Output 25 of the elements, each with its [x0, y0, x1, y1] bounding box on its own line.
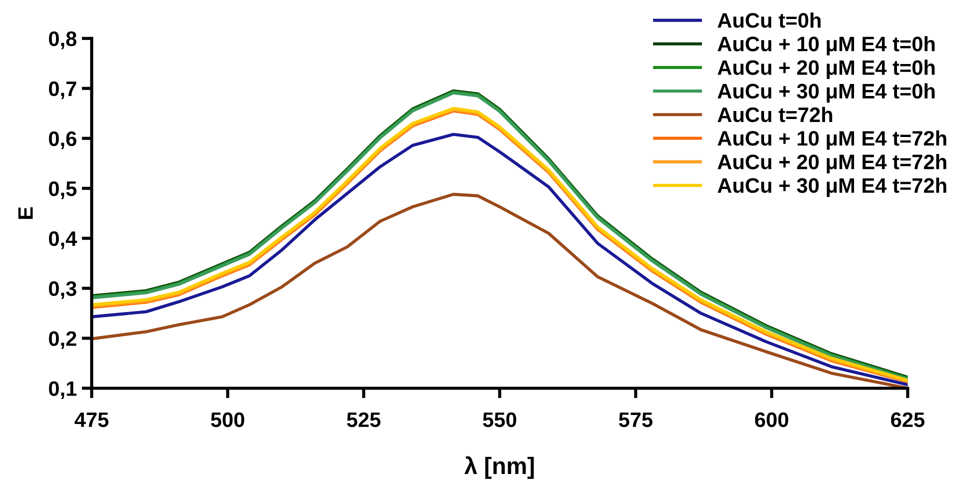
y-tick-label: 0,2 — [48, 331, 76, 350]
legend-label: AuCu t=0h — [718, 12, 821, 28]
legend-label: AuCu + 20 μM E4 t=0h — [718, 60, 935, 80]
y-axis-title: E — [18, 207, 33, 219]
legend-label: AuCu t=72h — [718, 106, 832, 122]
x-tick-label: 525 — [346, 412, 380, 428]
x-tick-label: 475 — [74, 412, 108, 428]
x-axis-title: λ [nm] — [464, 456, 534, 479]
y-tick-label: 0,5 — [48, 181, 77, 200]
x-tick-label: 600 — [755, 412, 788, 428]
x-tick-label: 575 — [618, 412, 652, 428]
y-tick-label: 0,8 — [48, 31, 76, 50]
legend-label: AuCu + 30 μM E4 t=0h — [718, 83, 935, 103]
y-tick-label: 0,7 — [48, 81, 76, 100]
legend-label: AuCu + 10 μM E4 t=0h — [718, 36, 935, 56]
legend-label: AuCu + 20 μM E4 t=72h — [718, 154, 946, 174]
y-tick-label: 0,3 — [48, 281, 76, 300]
legend-label: AuCu + 10 μM E4 t=72h — [718, 130, 946, 150]
x-tick-label: 625 — [891, 412, 924, 428]
x-tick-label: 500 — [210, 412, 244, 428]
y-tick-label: 0,1 — [48, 381, 77, 399]
y-tick-label: 0,4 — [48, 231, 77, 250]
x-tick-label: 550 — [482, 412, 516, 428]
y-tick-label: 0,6 — [48, 131, 76, 150]
legend-label: AuCu + 30 μM E4 t=72h — [718, 178, 946, 197]
